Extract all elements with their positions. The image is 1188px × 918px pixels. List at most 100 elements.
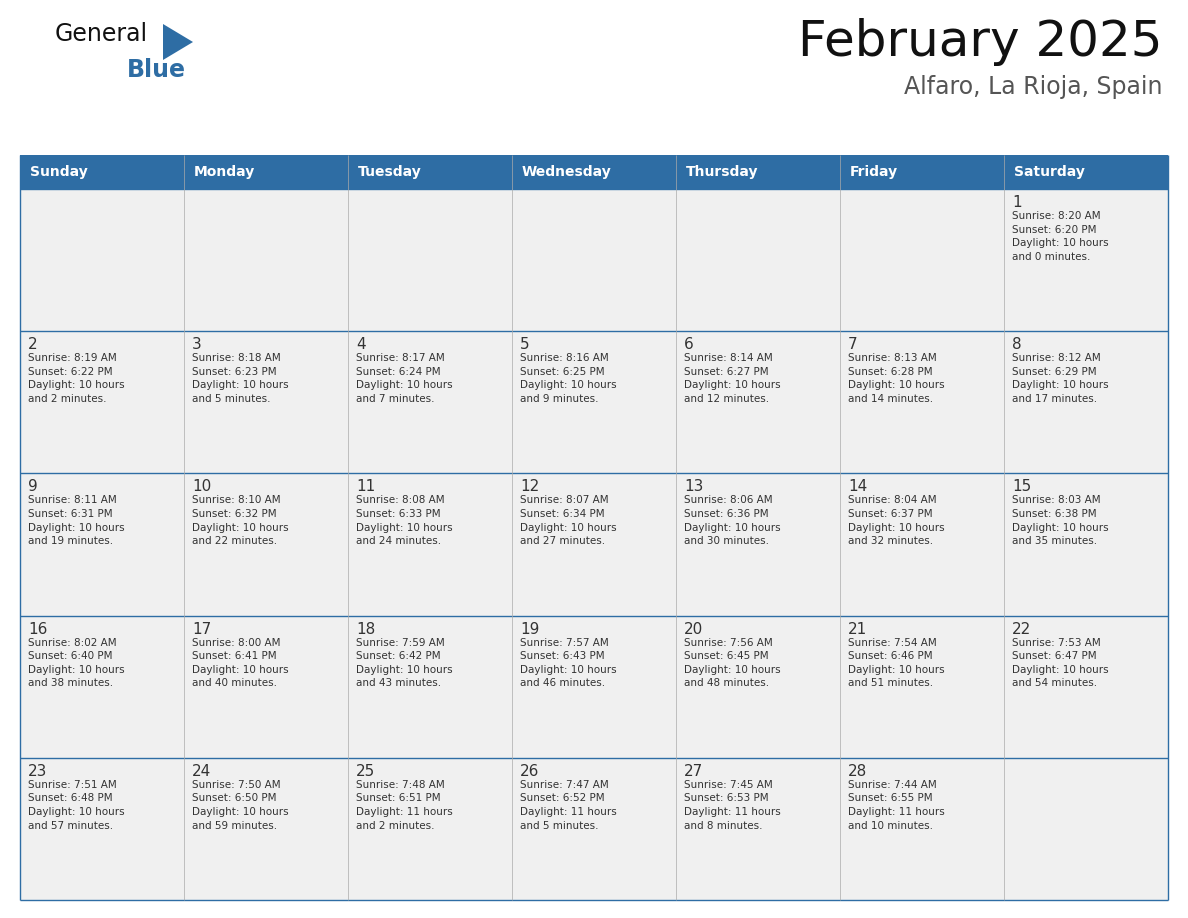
Bar [676,474,840,616]
Bar [348,616,512,757]
Bar [1004,331,1168,474]
Text: 28: 28 [848,764,867,778]
Text: Sunrise: 7:47 AM
Sunset: 6:52 PM
Daylight: 11 hours
and 5 minutes.: Sunrise: 7:47 AM Sunset: 6:52 PM Dayligh… [520,779,617,831]
Text: Sunrise: 8:11 AM
Sunset: 6:31 PM
Daylight: 10 hours
and 19 minutes.: Sunrise: 8:11 AM Sunset: 6:31 PM Dayligh… [29,496,125,546]
Text: Sunrise: 7:59 AM
Sunset: 6:42 PM
Daylight: 10 hours
and 43 minutes.: Sunrise: 7:59 AM Sunset: 6:42 PM Dayligh… [356,638,453,688]
Text: 7: 7 [848,337,858,353]
Text: 5: 5 [520,337,530,353]
Text: Sunrise: 8:10 AM
Sunset: 6:32 PM
Daylight: 10 hours
and 22 minutes.: Sunrise: 8:10 AM Sunset: 6:32 PM Dayligh… [192,496,289,546]
Bar [1004,616,1168,757]
Text: 11: 11 [356,479,375,495]
Text: Sunrise: 8:07 AM
Sunset: 6:34 PM
Daylight: 10 hours
and 27 minutes.: Sunrise: 8:07 AM Sunset: 6:34 PM Dayligh… [520,496,617,546]
Text: 6: 6 [684,337,694,353]
Bar [348,331,512,474]
Text: Sunrise: 7:45 AM
Sunset: 6:53 PM
Daylight: 11 hours
and 8 minutes.: Sunrise: 7:45 AM Sunset: 6:53 PM Dayligh… [684,779,781,831]
Bar [20,189,184,331]
Bar [676,155,840,189]
Bar [1004,189,1168,331]
Text: Monday: Monday [194,165,255,179]
Text: February 2025: February 2025 [798,18,1163,66]
Text: 13: 13 [684,479,703,495]
Text: 12: 12 [520,479,539,495]
Text: Sunrise: 8:14 AM
Sunset: 6:27 PM
Daylight: 10 hours
and 12 minutes.: Sunrise: 8:14 AM Sunset: 6:27 PM Dayligh… [684,353,781,404]
Bar [20,757,184,900]
Text: Sunrise: 8:16 AM
Sunset: 6:25 PM
Daylight: 10 hours
and 9 minutes.: Sunrise: 8:16 AM Sunset: 6:25 PM Dayligh… [520,353,617,404]
Text: Sunrise: 8:18 AM
Sunset: 6:23 PM
Daylight: 10 hours
and 5 minutes.: Sunrise: 8:18 AM Sunset: 6:23 PM Dayligh… [192,353,289,404]
Text: 3: 3 [192,337,202,353]
Bar [512,757,676,900]
Bar [676,331,840,474]
Text: General: General [55,22,148,46]
Text: 27: 27 [684,764,703,778]
Text: 1: 1 [1012,195,1022,210]
Text: Wednesday: Wednesday [522,165,612,179]
Bar [184,189,348,331]
Text: 25: 25 [356,764,375,778]
Bar [348,189,512,331]
Bar [512,616,676,757]
Text: Sunrise: 7:48 AM
Sunset: 6:51 PM
Daylight: 11 hours
and 2 minutes.: Sunrise: 7:48 AM Sunset: 6:51 PM Dayligh… [356,779,453,831]
Bar [20,474,184,616]
Text: Alfaro, La Rioja, Spain: Alfaro, La Rioja, Spain [904,75,1163,99]
Text: Sunrise: 8:13 AM
Sunset: 6:28 PM
Daylight: 10 hours
and 14 minutes.: Sunrise: 8:13 AM Sunset: 6:28 PM Dayligh… [848,353,944,404]
Text: Sunrise: 7:54 AM
Sunset: 6:46 PM
Daylight: 10 hours
and 51 minutes.: Sunrise: 7:54 AM Sunset: 6:46 PM Dayligh… [848,638,944,688]
Text: Saturday: Saturday [1015,165,1085,179]
Text: 16: 16 [29,621,48,636]
Text: Sunday: Sunday [30,165,88,179]
Bar [348,757,512,900]
Bar [348,155,512,189]
Bar [184,474,348,616]
Text: 8: 8 [1012,337,1022,353]
Text: Sunrise: 8:19 AM
Sunset: 6:22 PM
Daylight: 10 hours
and 2 minutes.: Sunrise: 8:19 AM Sunset: 6:22 PM Dayligh… [29,353,125,404]
Text: Sunrise: 7:44 AM
Sunset: 6:55 PM
Daylight: 11 hours
and 10 minutes.: Sunrise: 7:44 AM Sunset: 6:55 PM Dayligh… [848,779,944,831]
Text: Sunrise: 7:50 AM
Sunset: 6:50 PM
Daylight: 10 hours
and 59 minutes.: Sunrise: 7:50 AM Sunset: 6:50 PM Dayligh… [192,779,289,831]
Text: 17: 17 [192,621,211,636]
Bar [184,155,348,189]
Bar [184,757,348,900]
Text: 10: 10 [192,479,211,495]
Bar [840,757,1004,900]
Text: Tuesday: Tuesday [358,165,422,179]
Text: Blue: Blue [127,58,187,82]
Bar [840,474,1004,616]
Bar [1004,155,1168,189]
Text: 4: 4 [356,337,366,353]
Bar [676,616,840,757]
Bar [1004,757,1168,900]
Text: Sunrise: 8:00 AM
Sunset: 6:41 PM
Daylight: 10 hours
and 40 minutes.: Sunrise: 8:00 AM Sunset: 6:41 PM Dayligh… [192,638,289,688]
Text: 23: 23 [29,764,48,778]
Text: Thursday: Thursday [685,165,758,179]
Text: Sunrise: 8:20 AM
Sunset: 6:20 PM
Daylight: 10 hours
and 0 minutes.: Sunrise: 8:20 AM Sunset: 6:20 PM Dayligh… [1012,211,1108,262]
Bar [184,331,348,474]
Text: Sunrise: 8:03 AM
Sunset: 6:38 PM
Daylight: 10 hours
and 35 minutes.: Sunrise: 8:03 AM Sunset: 6:38 PM Dayligh… [1012,496,1108,546]
Text: 19: 19 [520,621,539,636]
Bar [840,155,1004,189]
Bar [512,155,676,189]
Bar [20,331,184,474]
Text: Sunrise: 7:57 AM
Sunset: 6:43 PM
Daylight: 10 hours
and 46 minutes.: Sunrise: 7:57 AM Sunset: 6:43 PM Dayligh… [520,638,617,688]
Bar [20,155,184,189]
Bar [676,757,840,900]
Text: Sunrise: 7:53 AM
Sunset: 6:47 PM
Daylight: 10 hours
and 54 minutes.: Sunrise: 7:53 AM Sunset: 6:47 PM Dayligh… [1012,638,1108,688]
Text: Sunrise: 7:56 AM
Sunset: 6:45 PM
Daylight: 10 hours
and 48 minutes.: Sunrise: 7:56 AM Sunset: 6:45 PM Dayligh… [684,638,781,688]
Text: Sunrise: 8:02 AM
Sunset: 6:40 PM
Daylight: 10 hours
and 38 minutes.: Sunrise: 8:02 AM Sunset: 6:40 PM Dayligh… [29,638,125,688]
Text: Sunrise: 8:08 AM
Sunset: 6:33 PM
Daylight: 10 hours
and 24 minutes.: Sunrise: 8:08 AM Sunset: 6:33 PM Dayligh… [356,496,453,546]
Text: Sunrise: 8:12 AM
Sunset: 6:29 PM
Daylight: 10 hours
and 17 minutes.: Sunrise: 8:12 AM Sunset: 6:29 PM Dayligh… [1012,353,1108,404]
Text: Friday: Friday [849,165,898,179]
Text: Sunrise: 7:51 AM
Sunset: 6:48 PM
Daylight: 10 hours
and 57 minutes.: Sunrise: 7:51 AM Sunset: 6:48 PM Dayligh… [29,779,125,831]
Text: Sunrise: 8:17 AM
Sunset: 6:24 PM
Daylight: 10 hours
and 7 minutes.: Sunrise: 8:17 AM Sunset: 6:24 PM Dayligh… [356,353,453,404]
Bar [348,474,512,616]
Polygon shape [163,24,192,60]
Bar [512,474,676,616]
Bar [1004,474,1168,616]
Bar [512,331,676,474]
Bar [184,616,348,757]
Text: 18: 18 [356,621,375,636]
Text: 21: 21 [848,621,867,636]
Text: Sunrise: 8:06 AM
Sunset: 6:36 PM
Daylight: 10 hours
and 30 minutes.: Sunrise: 8:06 AM Sunset: 6:36 PM Dayligh… [684,496,781,546]
Bar [840,331,1004,474]
Bar [676,189,840,331]
Text: 24: 24 [192,764,211,778]
Text: 22: 22 [1012,621,1031,636]
Text: 15: 15 [1012,479,1031,495]
